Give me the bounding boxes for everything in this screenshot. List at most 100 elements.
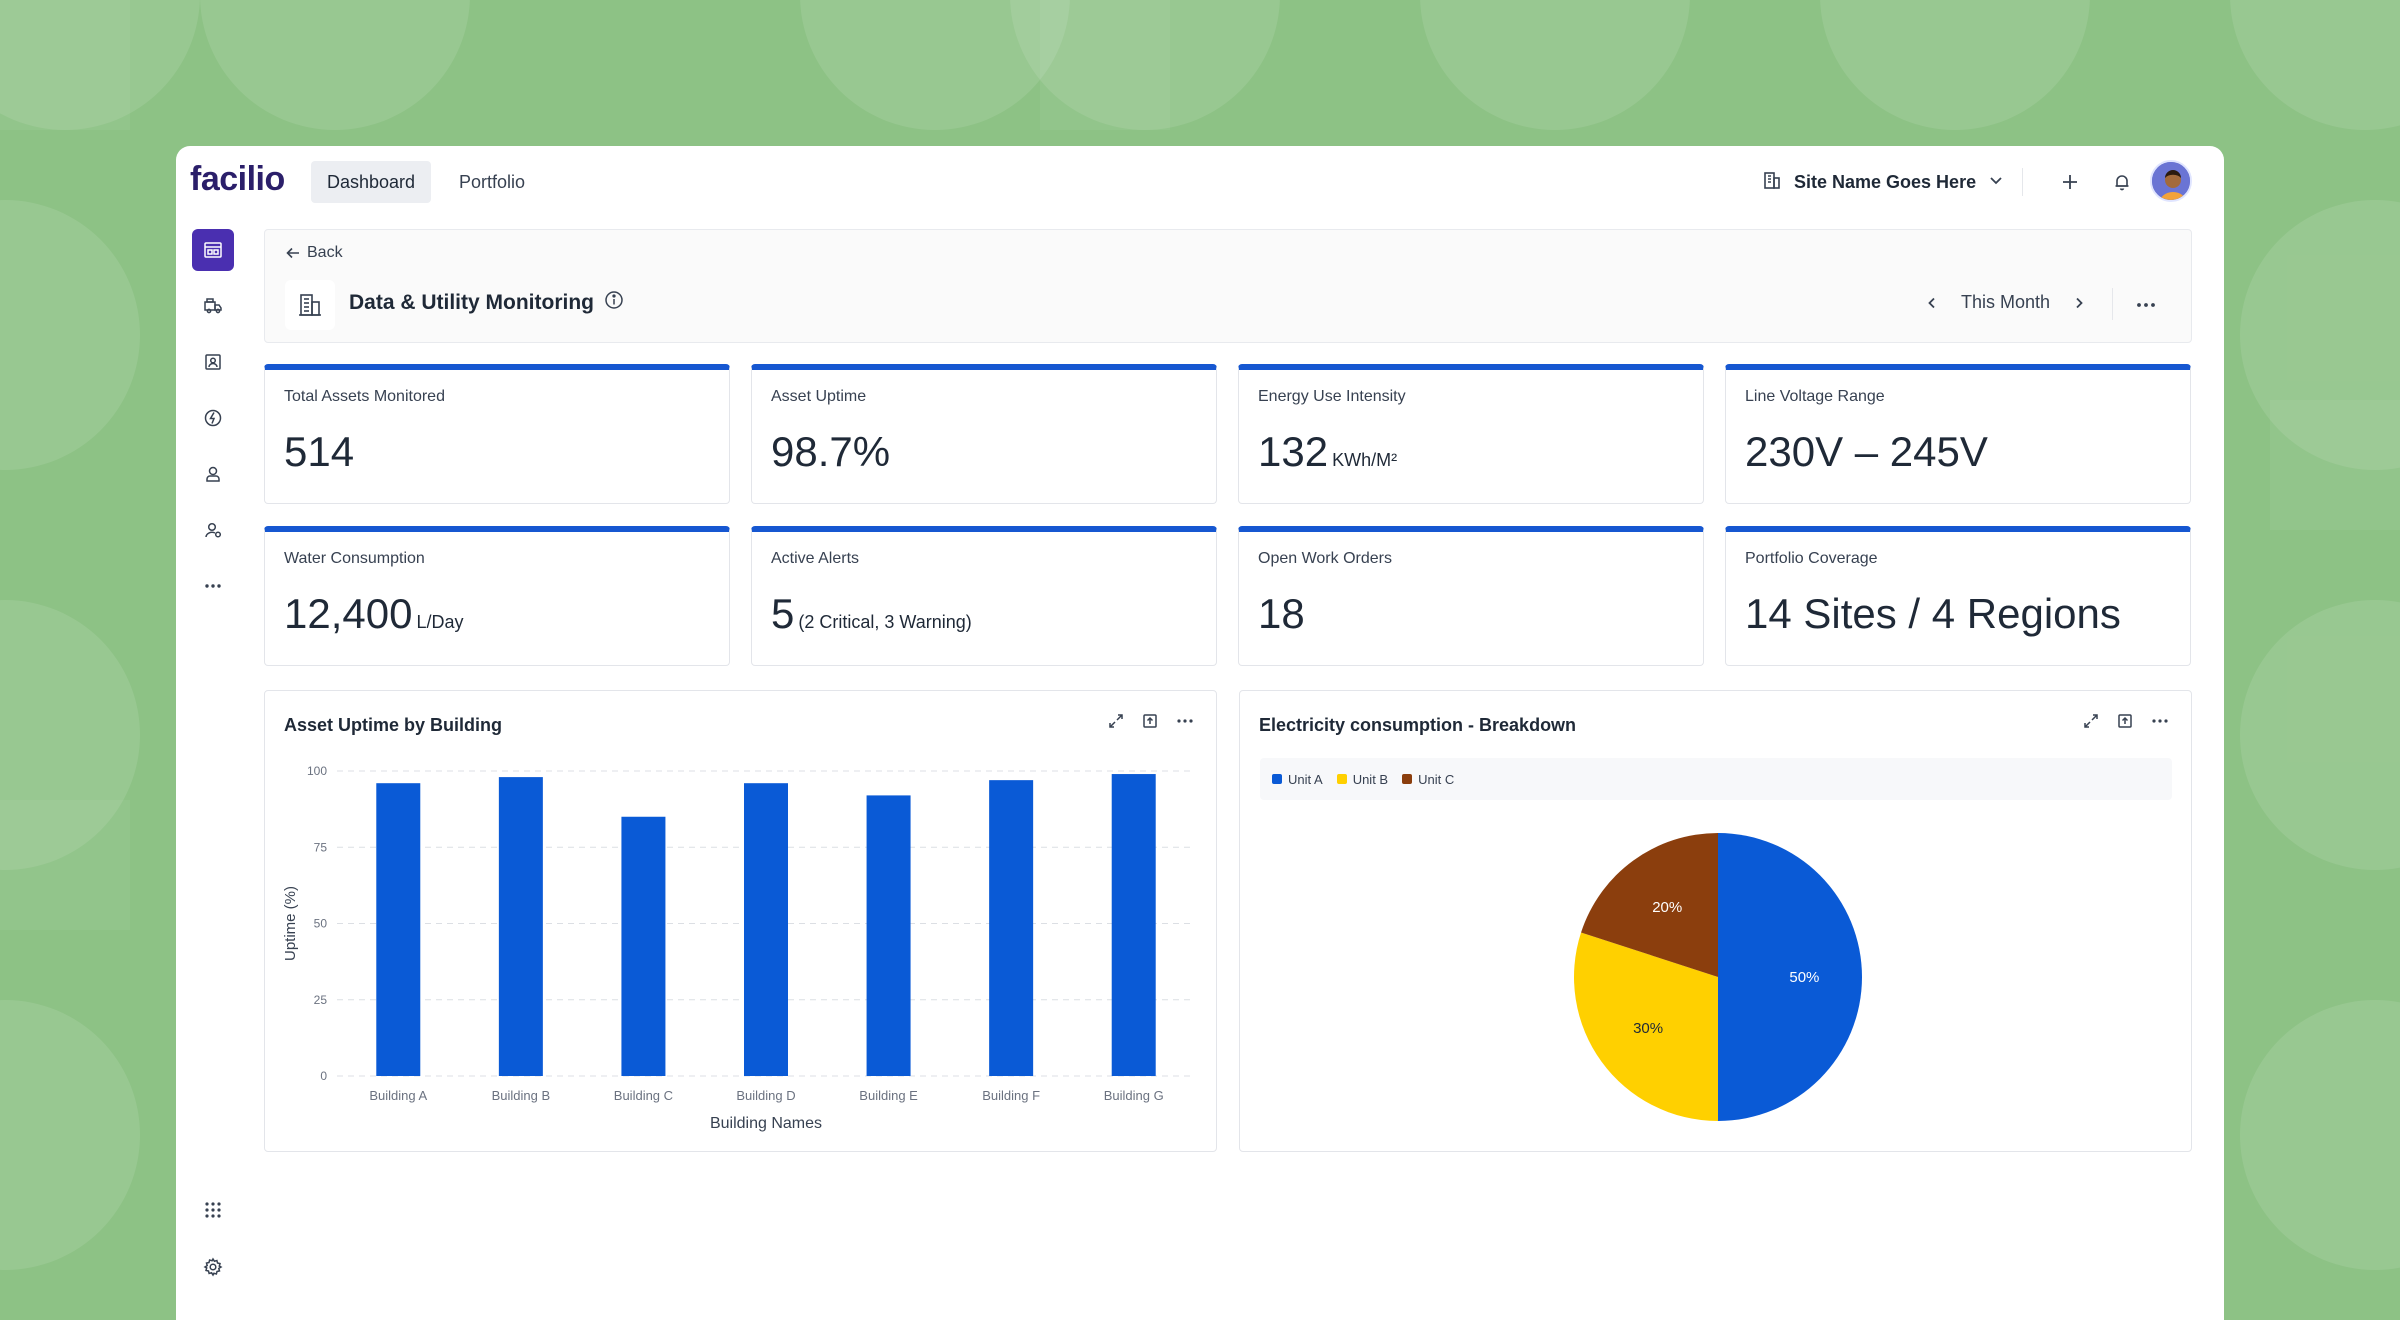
sidebar-item-people[interactable] bbox=[192, 341, 234, 383]
kpi-value: 5 (2 Critical, 3 Warning) bbox=[771, 590, 972, 638]
y-tick-label: 0 bbox=[320, 1069, 327, 1083]
app-window: facilio Dashboard Portfolio Site Name Go… bbox=[176, 146, 2224, 1320]
more-icon bbox=[205, 584, 221, 588]
kpi-label: Total Assets Monitored bbox=[284, 388, 445, 405]
kpi-portfolio-coverage[interactable]: Portfolio Coverage 14 Sites / 4 Regions bbox=[1725, 526, 2191, 666]
bar bbox=[376, 783, 421, 1076]
kpi-unit: (2 Critical, 3 Warning) bbox=[798, 612, 972, 632]
user-settings-icon bbox=[205, 522, 222, 538]
top-bar: facilio Dashboard Portfolio Site Name Go… bbox=[176, 146, 2224, 218]
sidebar-item-dashboard[interactable] bbox=[192, 229, 234, 271]
header-more-button[interactable] bbox=[2135, 294, 2157, 316]
kpi-label: Active Alerts bbox=[771, 550, 860, 567]
pie-slice-label: 20% bbox=[1652, 899, 1682, 916]
sidebar-item-energy[interactable] bbox=[192, 397, 234, 439]
asset-uptime-chart-card: Asset Uptime by Building 0 25 50 75 100 Build… bbox=[264, 690, 1217, 1152]
facilio-logo[interactable]: facilio bbox=[190, 160, 285, 198]
sidebar-item-apps[interactable] bbox=[192, 1189, 234, 1231]
electricity-breakdown-chart-card: Electricity consumption - Breakdown Unit… bbox=[1239, 690, 2192, 1152]
pie-chart: 50% 30% 20% bbox=[1574, 833, 1862, 1121]
energy-icon bbox=[204, 409, 222, 427]
x-tick-label: Building E bbox=[859, 1088, 918, 1103]
export-icon[interactable] bbox=[2117, 713, 2133, 729]
sidebar-item-users[interactable] bbox=[192, 453, 234, 495]
legend-label: Unit B bbox=[1352, 771, 1389, 787]
kpi-value-number: 132 bbox=[1258, 428, 1329, 475]
pie-legend: Unit A Unit B Unit C bbox=[1260, 758, 2172, 800]
pie-slice bbox=[1718, 833, 1862, 1121]
apps-grid-icon bbox=[205, 1202, 221, 1218]
more-icon[interactable] bbox=[1176, 713, 1194, 729]
tab-dashboard[interactable]: Dashboard bbox=[311, 161, 431, 203]
legend-label: Unit A bbox=[1288, 771, 1323, 787]
kpi-label: Open Work Orders bbox=[1258, 550, 1392, 567]
back-link[interactable]: Back bbox=[285, 244, 343, 262]
kpi-value-number: 18 bbox=[1258, 590, 1305, 637]
avatar[interactable] bbox=[2150, 160, 2192, 202]
dashboard-icon bbox=[204, 242, 222, 258]
kpi-energy-use-intensity[interactable]: Energy Use Intensity 132 KWh/M² bbox=[1238, 364, 1704, 504]
kpi-value-number: 12,400 bbox=[284, 590, 413, 637]
info-icon[interactable] bbox=[604, 290, 624, 316]
pie-slice-label: 30% bbox=[1633, 1020, 1663, 1037]
truck-icon bbox=[204, 298, 222, 314]
kpi-total-assets[interactable]: Total Assets Monitored 514 bbox=[264, 364, 730, 504]
x-tick-label: Building A bbox=[369, 1088, 427, 1103]
kpi-label: Energy Use Intensity bbox=[1258, 388, 1406, 405]
legend-item-unit-a[interactable]: Unit A bbox=[1272, 772, 1323, 787]
id-card-icon bbox=[205, 354, 221, 370]
kpi-value-number: 514 bbox=[284, 428, 355, 475]
legend-item-unit-b[interactable]: Unit B bbox=[1336, 771, 1389, 787]
add-button[interactable] bbox=[2054, 166, 2086, 198]
kpi-value-number: 14 Sites / 4 Regions bbox=[1745, 590, 2121, 637]
export-icon[interactable] bbox=[1142, 713, 1158, 729]
period-selector: This Month bbox=[1925, 292, 2086, 313]
tab-portfolio[interactable]: Portfolio bbox=[458, 171, 526, 192]
chevron-left-icon[interactable] bbox=[1925, 296, 1939, 310]
y-tick-label: 25 bbox=[314, 993, 328, 1007]
gear-icon bbox=[203, 1257, 223, 1277]
kpi-active-alerts[interactable]: Active Alerts 5 (2 Critical, 3 Warning) bbox=[751, 526, 1217, 666]
chart-actions bbox=[2083, 713, 2169, 729]
kpi-value-number: 5 bbox=[771, 590, 795, 637]
more-icon bbox=[2137, 303, 2155, 307]
chart-title: Asset Uptime by Building bbox=[284, 715, 503, 735]
chart-title: Electricity consumption - Breakdown bbox=[1259, 715, 1577, 735]
bar bbox=[621, 816, 666, 1076]
back-label: Back bbox=[307, 244, 343, 261]
period-label[interactable]: This Month bbox=[1961, 292, 2051, 312]
expand-icon[interactable] bbox=[2083, 713, 2099, 729]
arrow-left-icon bbox=[286, 247, 299, 259]
chevron-right-icon[interactable] bbox=[2072, 296, 2086, 310]
more-icon[interactable] bbox=[2151, 713, 2169, 729]
legend-item-unit-c[interactable]: Unit C bbox=[1402, 772, 1454, 787]
kpi-water-consumption[interactable]: Water Consumption 12,400 L/Day bbox=[264, 526, 730, 666]
bar bbox=[744, 783, 788, 1076]
sidebar-item-more[interactable] bbox=[192, 565, 234, 607]
kpi-open-work-orders[interactable]: Open Work Orders 18 bbox=[1238, 526, 1704, 666]
sidebar-item-assets[interactable] bbox=[192, 285, 234, 327]
kpi-unit: L/Day bbox=[416, 612, 464, 632]
legend-label: Unit C bbox=[1418, 771, 1455, 787]
chart-actions bbox=[1108, 713, 1194, 729]
kpi-line-voltage-range[interactable]: Line Voltage Range 230V – 245V bbox=[1725, 364, 2191, 504]
topbar-divider bbox=[2022, 168, 2023, 196]
expand-icon[interactable] bbox=[1108, 713, 1124, 729]
x-tick-label: Building D bbox=[736, 1088, 795, 1103]
kpi-asset-uptime[interactable]: Asset Uptime 98.7% bbox=[751, 364, 1217, 504]
site-selector[interactable]: Site Name Goes Here bbox=[1762, 166, 2004, 198]
legend-swatch bbox=[1402, 774, 1413, 784]
kpi-label: Portfolio Coverage bbox=[1745, 550, 1878, 567]
notifications-button[interactable] bbox=[2106, 166, 2138, 198]
kpi-label: Asset Uptime bbox=[771, 388, 867, 405]
kpi-value: 14 Sites / 4 Regions bbox=[1745, 590, 2125, 638]
building-icon bbox=[1762, 170, 1782, 195]
sidebar-item-settings[interactable] bbox=[192, 1246, 234, 1288]
pie-slice bbox=[1574, 932, 1718, 1121]
sidebar-item-user-settings[interactable] bbox=[192, 509, 234, 551]
bar bbox=[989, 780, 1034, 1076]
page-title: Data & Utility Monitoring bbox=[349, 290, 624, 316]
bar bbox=[1111, 774, 1156, 1076]
x-tick-label: Building F bbox=[982, 1088, 1040, 1103]
